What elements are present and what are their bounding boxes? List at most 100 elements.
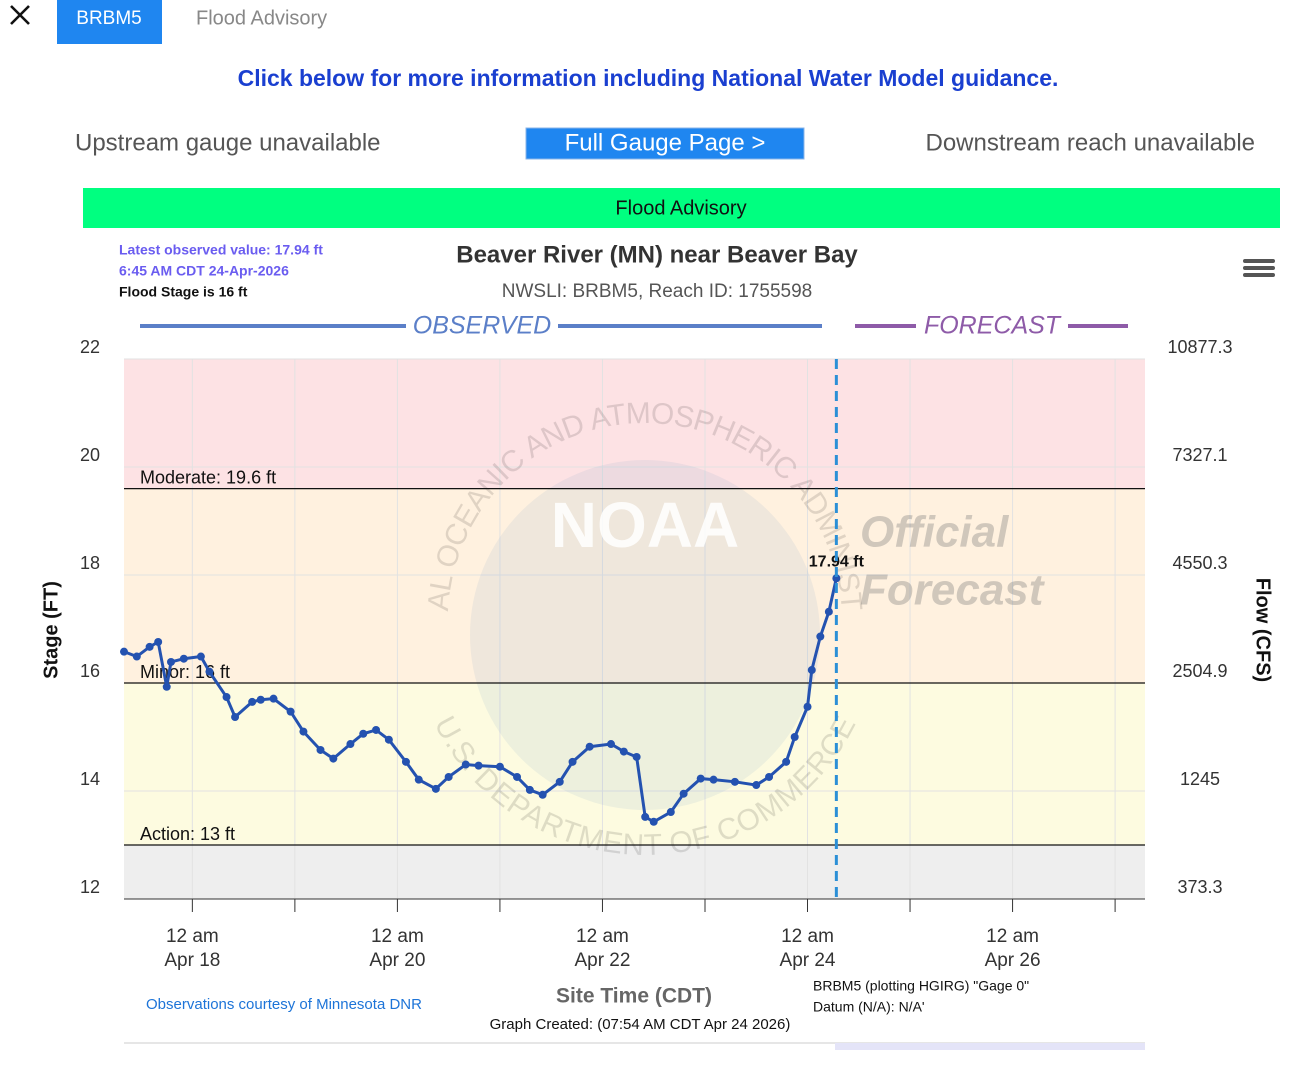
data-point (803, 702, 812, 711)
table-edge (835, 1043, 1145, 1050)
x-tick-label: 12 am (371, 926, 424, 947)
data-point (414, 775, 423, 784)
data-point (641, 812, 650, 821)
data-point (120, 647, 128, 656)
x-tick-label: 12 am (576, 926, 629, 947)
data-point (372, 725, 381, 734)
data-point (816, 632, 825, 641)
data-point (166, 657, 175, 666)
data-point (807, 666, 816, 675)
data-point (384, 735, 393, 744)
data-point (162, 682, 171, 691)
section-label: FORECAST (924, 312, 1062, 340)
data-point (205, 667, 214, 676)
data-label: 17.94 ft (809, 553, 865, 570)
tab[interactable]: Flood Advisory (196, 7, 327, 29)
data-point (269, 694, 278, 703)
data-point (401, 757, 410, 766)
data-point (248, 697, 257, 706)
status-text: Flood Advisory (615, 197, 746, 219)
data-point (196, 652, 205, 661)
x-tick-label: Apr 24 (780, 950, 836, 971)
x-tick-label: Apr 20 (369, 950, 425, 971)
logo-text: NOAA (551, 489, 739, 561)
data-point (666, 808, 675, 817)
x-tick-label: Apr 18 (164, 950, 220, 971)
data-point (329, 754, 338, 763)
datum-text: Datum (N/A): N/A' (813, 999, 925, 1015)
threshold-label: Action: 13 ft (140, 824, 235, 844)
data-point (431, 784, 440, 793)
info-text: Latest observed value: 17.94 ft (119, 242, 323, 258)
band (124, 488, 1145, 683)
tab-active[interactable]: BRBM5 (76, 8, 141, 29)
info-text: 6:45 AM CDT 24-Apr-2026 (119, 263, 289, 279)
section-gap (406, 312, 558, 340)
data-point (832, 574, 841, 583)
data-point (585, 742, 594, 751)
info-text: Flood Stage is 16 ft (119, 284, 248, 300)
y-tick-label: 20 (80, 445, 100, 465)
y-tick-label: 14 (80, 769, 100, 789)
data-point (679, 789, 688, 798)
data-point (730, 777, 739, 786)
data-point (231, 713, 240, 722)
gauge-button-bg[interactable] (525, 127, 805, 160)
y2-tick-label: 2504.9 (1172, 661, 1227, 681)
x-axis-title: Site Time (CDT) (556, 985, 712, 1008)
watermark-stamp: Forecast (860, 566, 1046, 615)
data-point (346, 740, 355, 749)
y-tick-label: 22 (80, 337, 100, 357)
data-point (568, 757, 577, 766)
chart-menu[interactable] (1243, 259, 1275, 277)
data-point (154, 637, 163, 646)
data-point (513, 772, 522, 781)
data-point (790, 733, 799, 741)
x-tick-label: 12 am (166, 926, 219, 947)
data-point (222, 693, 231, 702)
y2-axis-title: Flow (CFS) (1252, 578, 1274, 682)
datum-text: BRBM5 (plotting HGIRG) "Gage 0" (813, 978, 1029, 994)
chart-title: Beaver River (MN) near Beaver Bay (456, 241, 858, 268)
threshold-label: Moderate: 19.6 ft (140, 467, 276, 487)
data-point (256, 695, 265, 704)
y2-tick-label: 10877.3 (1167, 337, 1232, 357)
data-point (619, 747, 628, 756)
data-point (525, 785, 534, 794)
close-button[interactable] (10, 5, 30, 25)
y-tick-label: 16 (80, 661, 100, 681)
data-point (286, 707, 295, 716)
credit: Observations courtesy of Minnesota DNR (146, 996, 422, 1013)
info-link: Click below for more information includi… (238, 65, 1059, 91)
data-point (299, 727, 308, 736)
logo-disc (470, 460, 820, 810)
created: Graph Created: (07:54 AM CDT Apr 24 2026… (490, 1016, 791, 1033)
section-label: OBSERVED (413, 312, 551, 340)
section-gap (916, 312, 1068, 340)
tab-active-bg[interactable] (57, 0, 162, 44)
y-tick-label: 18 (80, 553, 100, 573)
upstream-text: Upstream gauge unavailable (75, 129, 381, 156)
y-tick-label: 12 (80, 877, 100, 897)
y-axis-title: Stage (FT) (40, 581, 62, 679)
x-tick-label: Apr 26 (985, 950, 1041, 971)
threshold-label: Minor: 16 ft (140, 662, 230, 682)
gauge-button[interactable]: Full Gauge Page > (565, 129, 766, 156)
data-point (179, 654, 188, 663)
data-point (461, 760, 470, 769)
data-point (444, 772, 453, 781)
data-point (632, 752, 641, 761)
data-point (649, 817, 658, 826)
band (124, 845, 1145, 899)
y2-tick-label: 4550.3 (1172, 553, 1227, 573)
y2-tick-label: 1245 (1180, 769, 1220, 789)
y2-tick-label: 7327.1 (1172, 445, 1227, 465)
x-tick-label: 12 am (986, 926, 1039, 947)
x-tick-label: Apr 22 (574, 950, 630, 971)
data-point (132, 652, 141, 661)
data-point (824, 607, 833, 616)
watermark-stamp: Official (860, 508, 1009, 557)
chart-subtitle: NWSLI: BRBM5, Reach ID: 1755598 (502, 281, 812, 302)
